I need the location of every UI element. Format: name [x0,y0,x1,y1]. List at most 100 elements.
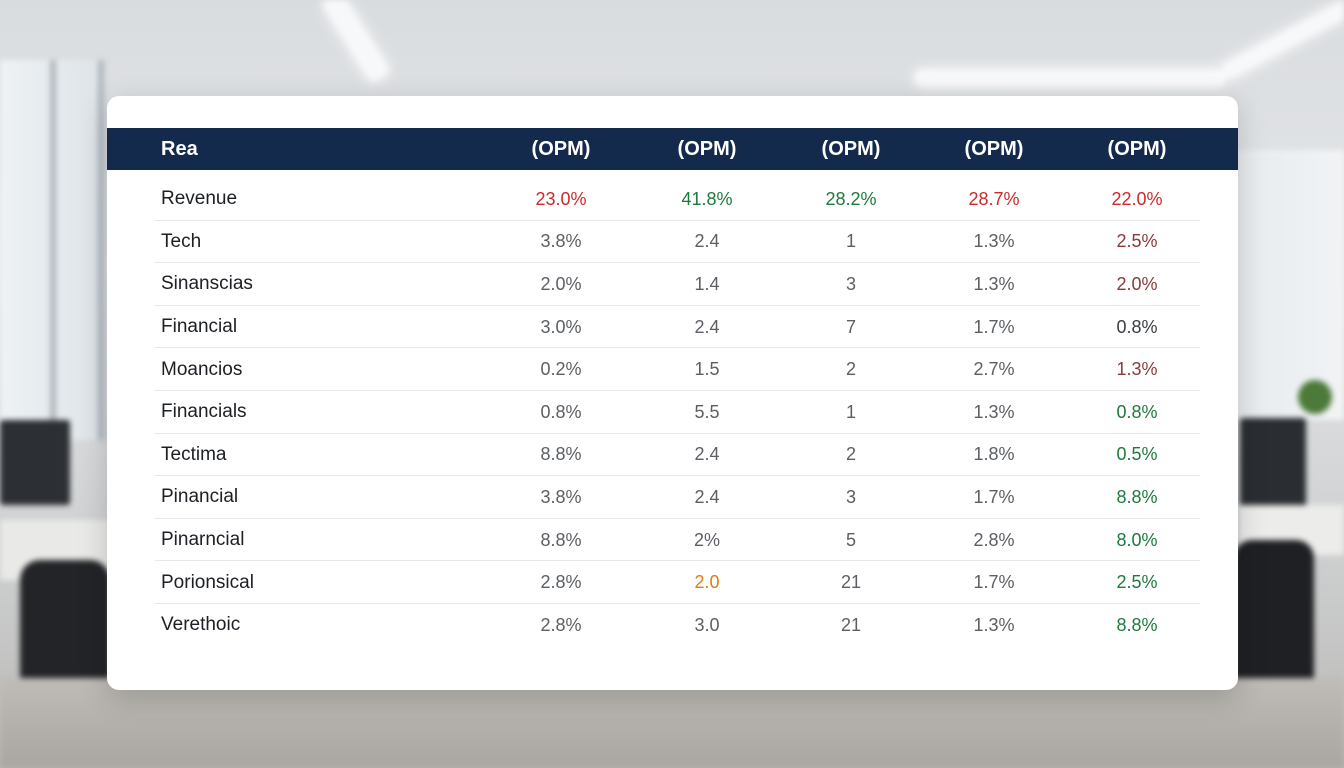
table-cell: 41.8% [681,188,733,209]
table-cell: 0.8% [540,401,582,422]
table-cell: 2.0 [694,572,720,593]
table-cell: 8.8% [1116,614,1158,635]
table-cell: 0.5% [1116,444,1158,465]
table-cell: 8.8% [540,529,582,550]
header-col-2: (OPM) [677,137,737,160]
table-cell: 2.4 [694,231,720,252]
table-cell: 2.8% [540,614,582,635]
window [1234,150,1344,420]
table-cell: 2.0% [1116,273,1158,294]
table-cell: 1.3% [973,273,1015,294]
table-cell: 1.3% [973,614,1015,635]
table-cell: 1.3% [1116,359,1158,380]
table-cell: 5 [845,529,856,550]
table-cell: 2.4 [694,486,720,507]
table-cell: 1.7% [973,486,1015,507]
row-label: Verethoic [161,614,241,636]
table-cell: 28.7% [968,188,1020,209]
table-row: Financials 0.8% 5.5 1 1.3% 0.8% [107,391,1238,434]
ceiling-light [1220,0,1344,81]
row-divider [155,432,1200,434]
table-row: Pinancial 3.8% 2.4 3 1.7% 8.8% [107,476,1238,519]
table-cell: 28.2% [825,188,877,209]
header-col-5: (OPM) [1107,137,1167,160]
table-row: Porionsical 2.8% 2.0 21 1.7% 2.5% [107,561,1238,604]
table-cell: 2.4 [694,316,720,337]
table-cell: 1.7% [973,572,1015,593]
row-label: Moancios [161,358,243,380]
row-divider [155,347,1200,349]
table-row: Sinanscias 2.0% 1.4 3 1.3% 2.0% [107,263,1238,306]
table-cell: 8.0% [1116,529,1158,550]
table-row: Moancios 0.2% 1.5 2 2.7% 1.3% [107,348,1238,391]
row-divider [155,475,1200,477]
table-cell: 3 [845,486,856,507]
table-cell: 1.5 [694,359,720,380]
row-label: Financials [161,401,247,423]
table-cell: 2.8% [973,529,1015,550]
row-label: Financial [161,316,238,338]
header-col-4: (OPM) [964,137,1024,160]
header-col-1: (OPM) [531,137,591,160]
table-cell: 3.0 [694,614,720,635]
table-cell: 1.3% [973,231,1015,252]
table-cell: 1.7% [973,316,1015,337]
row-label: Tectima [161,443,227,465]
table-cell: 1.3% [973,401,1015,422]
table-row: Revenue 23.0% 41.8% 28.2% 28.7% 22.0% [107,178,1238,221]
row-label: Sinanscias [161,273,253,295]
header-col-3: (OPM) [821,137,881,160]
row-divider [155,602,1200,604]
table-cell: 8.8% [540,444,582,465]
table-cell: 3.0% [540,316,582,337]
row-divider [155,389,1200,391]
row-divider [155,219,1200,221]
table-cell: 2.4 [694,444,720,465]
table-cell: 2.5% [1116,231,1158,252]
table-cell: 1.4 [694,273,720,294]
table-row: Pinarncial 8.8% 2% 5 2.8% 8.0% [107,519,1238,562]
monitor [0,420,70,505]
row-label: Tech [161,230,202,252]
table-cell: 21 [840,614,862,635]
table-row: Verethoic 2.8% 3.0 21 1.3% 8.8% [107,604,1238,647]
table-cell: 2 [845,444,856,465]
table-cell: 0.8% [1116,316,1158,337]
table-row: Tech 3.8% 2.4 1 1.3% 2.5% [107,221,1238,264]
ceiling-light [915,70,1225,86]
row-divider [155,517,1200,519]
table-cell: 8.8% [1116,486,1158,507]
table-cell: 2.8% [540,572,582,593]
table-cell: 5.5 [694,401,720,422]
opm-table-card: Rea (OPM) (OPM) (OPM) (OPM) (OPM) Revenu… [107,96,1238,690]
row-divider [155,304,1200,306]
table-row: Tectima 8.8% 2.4 2 1.8% 0.5% [107,434,1238,477]
table-cell: 3.8% [540,486,582,507]
row-label: Porionsical [161,571,254,593]
table-cell: 2.0% [540,273,582,294]
table-cell: 2.7% [973,359,1015,380]
row-divider [155,560,1200,562]
row-label: Revenue [161,188,238,210]
table-cell: 2% [693,529,720,550]
table-cell: 1 [845,401,856,422]
table-cell: 21 [840,572,862,593]
table-cell: 2.5% [1116,572,1158,593]
window [0,60,105,440]
table-cell: 22.0% [1111,188,1163,209]
table-row: Financial 3.0% 2.4 7 1.7% 0.8% [107,306,1238,349]
table-cell: 23.0% [535,188,587,209]
table-cell: 3.8% [540,231,582,252]
row-label: Pinarncial [161,529,245,551]
ceiling-light [321,0,391,84]
floor [0,678,1344,768]
table-cell: 2 [845,359,856,380]
table-cell: 3 [845,273,856,294]
table-cell: 1 [845,231,856,252]
plant [1298,380,1332,414]
table-cell: 0.2% [540,359,582,380]
header-label: Rea [161,137,198,160]
monitor [1240,418,1306,508]
table-header: Rea (OPM) (OPM) (OPM) (OPM) (OPM) [107,128,1238,170]
